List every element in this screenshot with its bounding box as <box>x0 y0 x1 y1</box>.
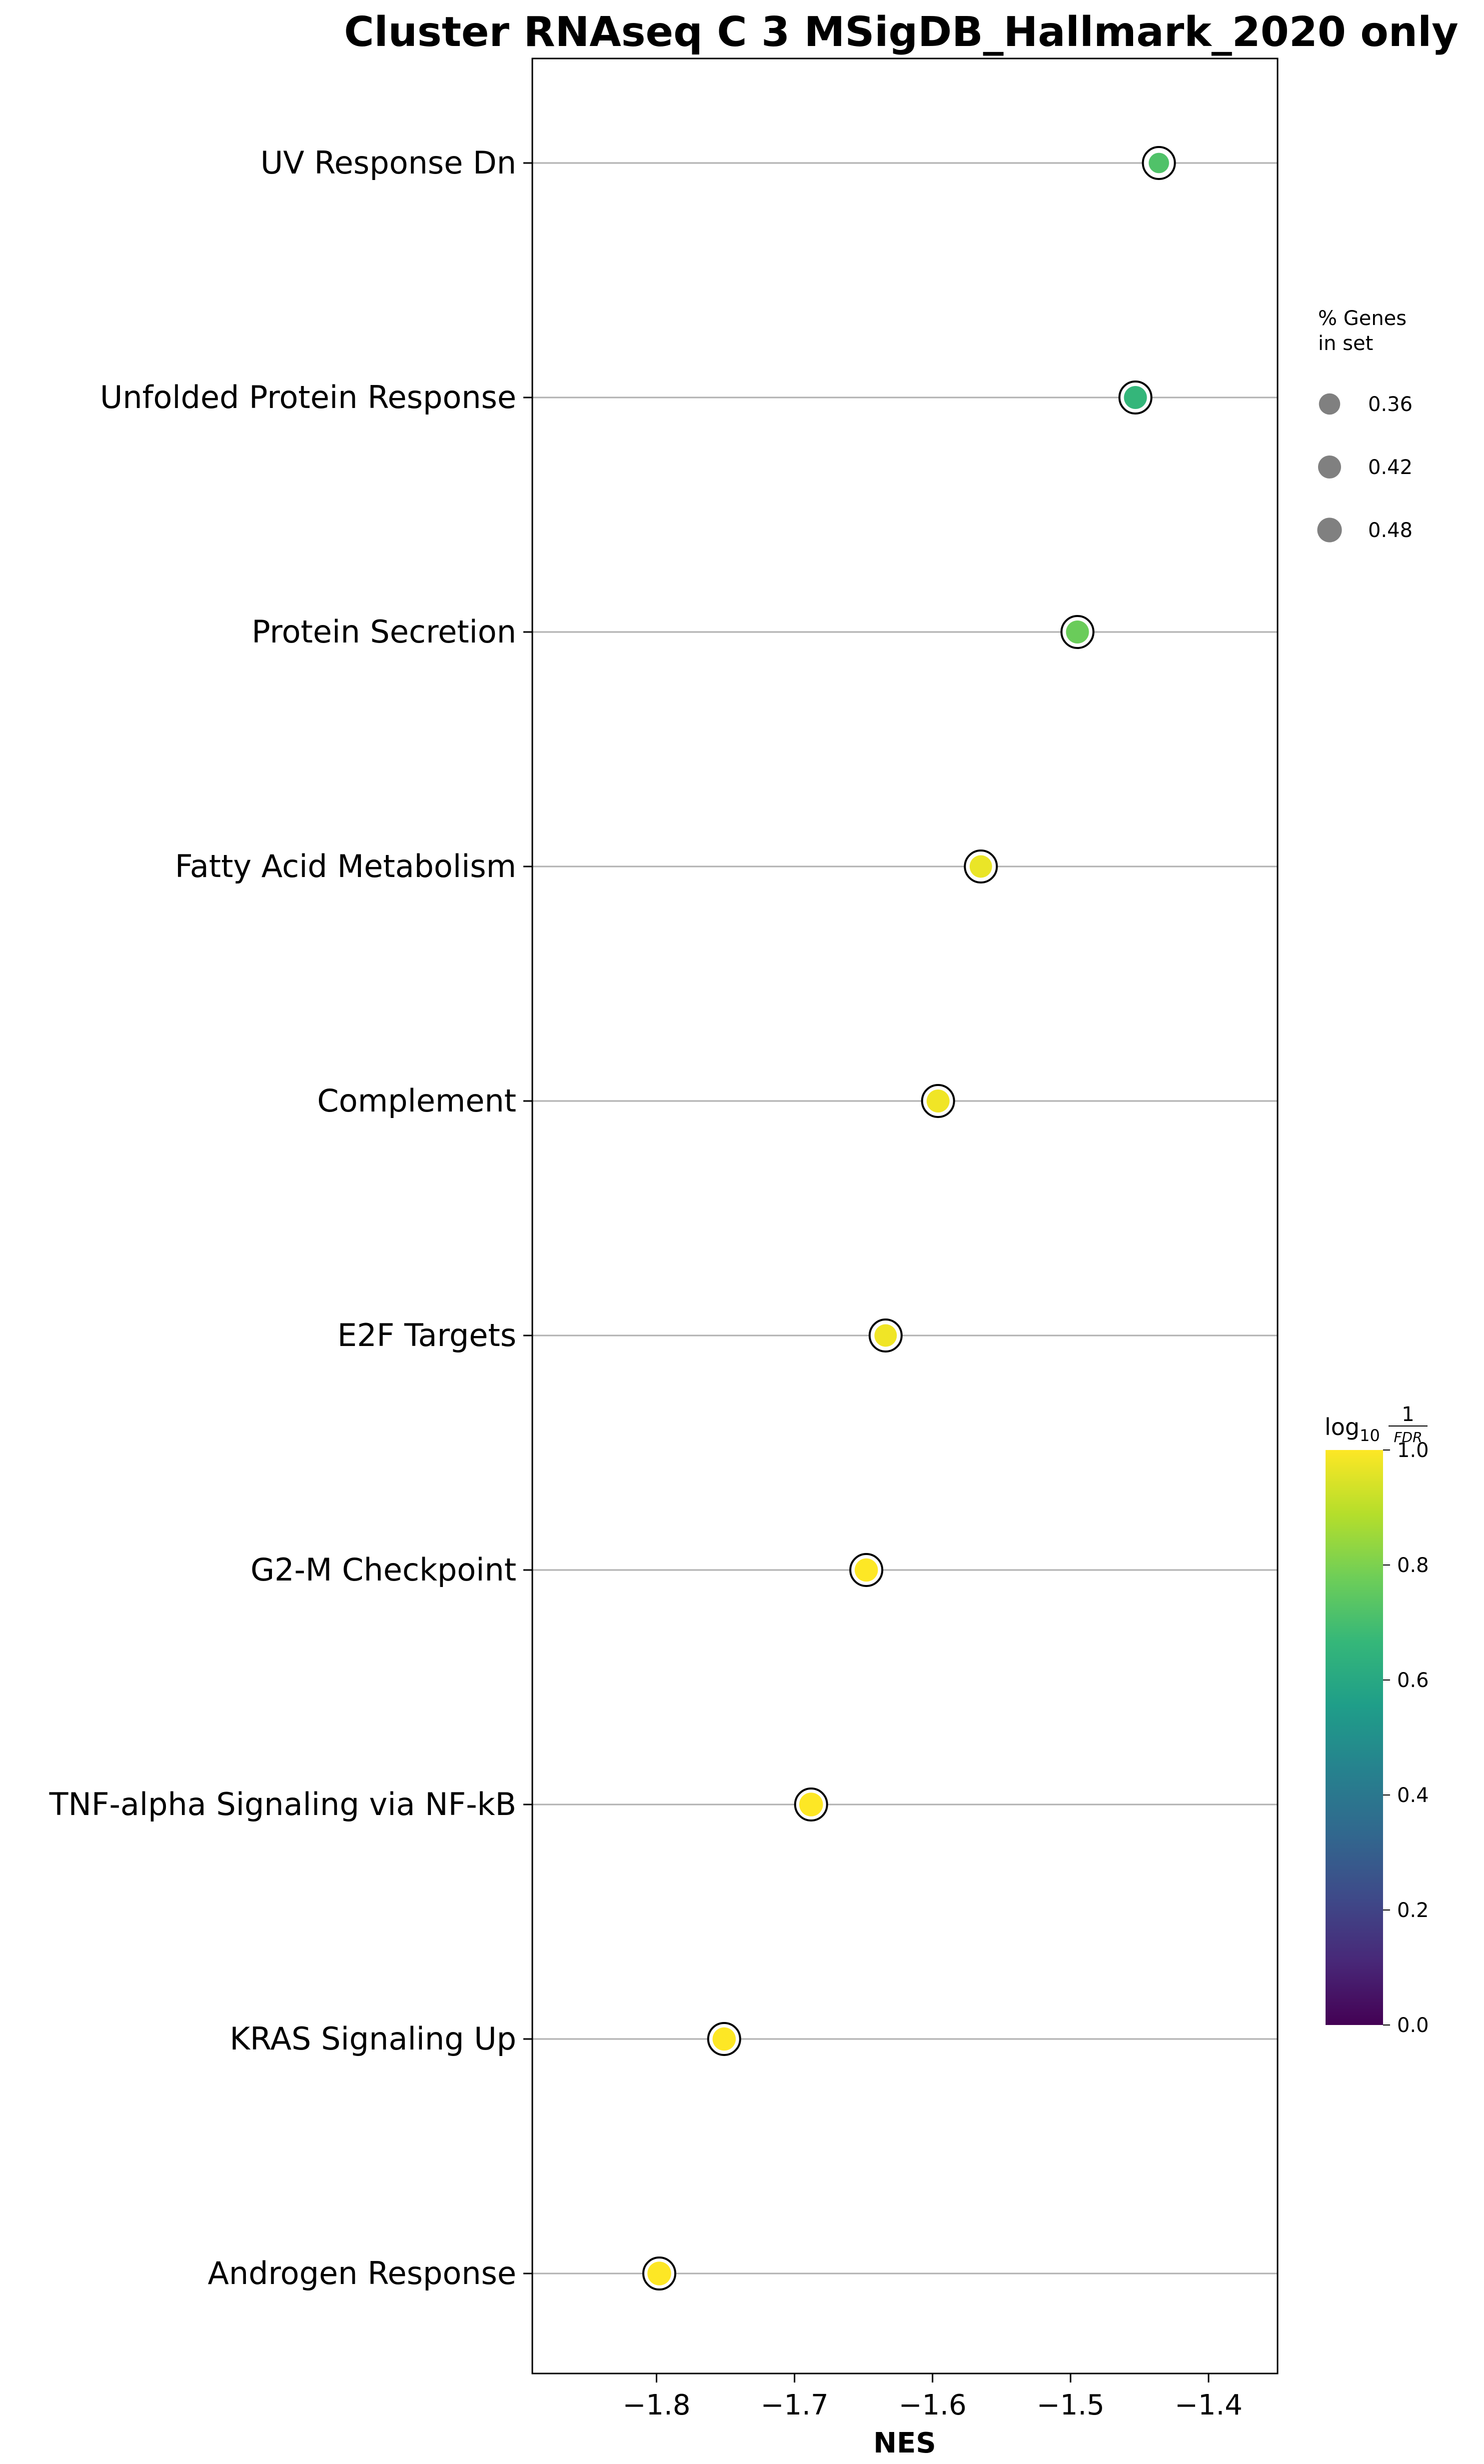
colorbar: log10 1 FDR 0.0 0.2 0.4 0.6 0.8 1.0 <box>1325 1403 1429 2037</box>
data-point <box>712 2027 736 2051</box>
colorbar-label-numerator: 1 <box>1402 1403 1414 1426</box>
size-legend-marker <box>1318 456 1341 478</box>
x-tick-label: −1.6 <box>899 2389 967 2422</box>
colorbar-label-base: log <box>1325 1414 1360 1440</box>
data-point <box>647 2262 671 2286</box>
colorbar-tick-label: 0.0 <box>1397 2014 1429 2037</box>
size-legend-label: 0.48 <box>1368 519 1413 542</box>
colorbar-tick-label: 1.0 <box>1397 1439 1429 1462</box>
data-point <box>969 855 992 878</box>
plot-area: UV Response Dn Unfolded Protein Response P… <box>49 58 1279 2422</box>
size-legend-title-line1: % Genes <box>1318 307 1407 330</box>
y-tick-label: Unfolded Protein Response <box>100 379 516 416</box>
y-tick-label: Complement <box>317 1082 517 1119</box>
y-tick-label: Androgen Response <box>208 2255 516 2292</box>
x-tick-label: −1.5 <box>1037 2389 1105 2422</box>
x-tick-label: −1.4 <box>1175 2389 1243 2422</box>
colorbar-ticks: 0.0 0.2 0.4 0.6 0.8 1.0 <box>1383 1439 1429 2037</box>
chart-title: Cluster RNAseq C 3 MSigDB_Hallmark_2020 … <box>344 8 1459 56</box>
y-tick-label: Fatty Acid Metabolism <box>175 848 516 884</box>
y-tick-label: E2F Targets <box>337 1317 516 1354</box>
data-point <box>874 1324 897 1347</box>
y-axis-ticks: UV Response Dn Unfolded Protein Response P… <box>49 144 532 2292</box>
plot-frame <box>531 58 1279 2374</box>
y-tick-label: Protein Secretion <box>251 614 516 650</box>
size-legend-title-line2: in set <box>1318 332 1373 355</box>
size-legend-label: 0.42 <box>1368 456 1413 479</box>
colorbar-tick-label: 0.2 <box>1397 1899 1429 1922</box>
data-point <box>1124 386 1147 409</box>
y-tick-label: TNF-alpha Signaling via NF-kB <box>49 1786 516 1822</box>
data-point <box>854 1558 878 1582</box>
colorbar-label: log10 <box>1325 1414 1380 1445</box>
y-tick-label: UV Response Dn <box>260 144 516 181</box>
colorbar-gradient <box>1326 1450 1383 2025</box>
data-point <box>926 1090 950 1112</box>
colorbar-tick-label: 0.8 <box>1397 1554 1429 1577</box>
size-legend: % Genes in set 0.36 0.42 0.48 <box>1317 307 1413 542</box>
size-legend-entries: 0.36 0.42 0.48 <box>1317 393 1413 542</box>
data-point <box>799 1792 823 1816</box>
size-legend-marker <box>1319 393 1341 415</box>
x-axis-ticks: −1.8 −1.7 −1.6 −1.5 −1.4 <box>623 2374 1243 2422</box>
gridlines <box>532 162 1278 2274</box>
x-axis-label: NES <box>873 2427 936 2460</box>
x-tick-label: −1.8 <box>623 2389 691 2422</box>
data-points <box>642 146 1176 2290</box>
x-tick-label: −1.7 <box>761 2389 829 2422</box>
y-tick-label: KRAS Signaling Up <box>230 2020 516 2057</box>
data-point <box>1066 620 1089 644</box>
colorbar-label-sub: 10 <box>1360 1426 1380 1445</box>
colorbar-tick-label: 0.6 <box>1397 1669 1429 1692</box>
size-legend-marker <box>1317 518 1342 542</box>
data-point <box>1149 152 1169 174</box>
colorbar-tick-label: 0.4 <box>1397 1784 1429 1807</box>
colorbar-label-denominator: FDR <box>1394 1429 1422 1446</box>
y-tick-label: G2-M Checkpoint <box>250 1552 516 1588</box>
size-legend-label: 0.36 <box>1368 393 1413 416</box>
